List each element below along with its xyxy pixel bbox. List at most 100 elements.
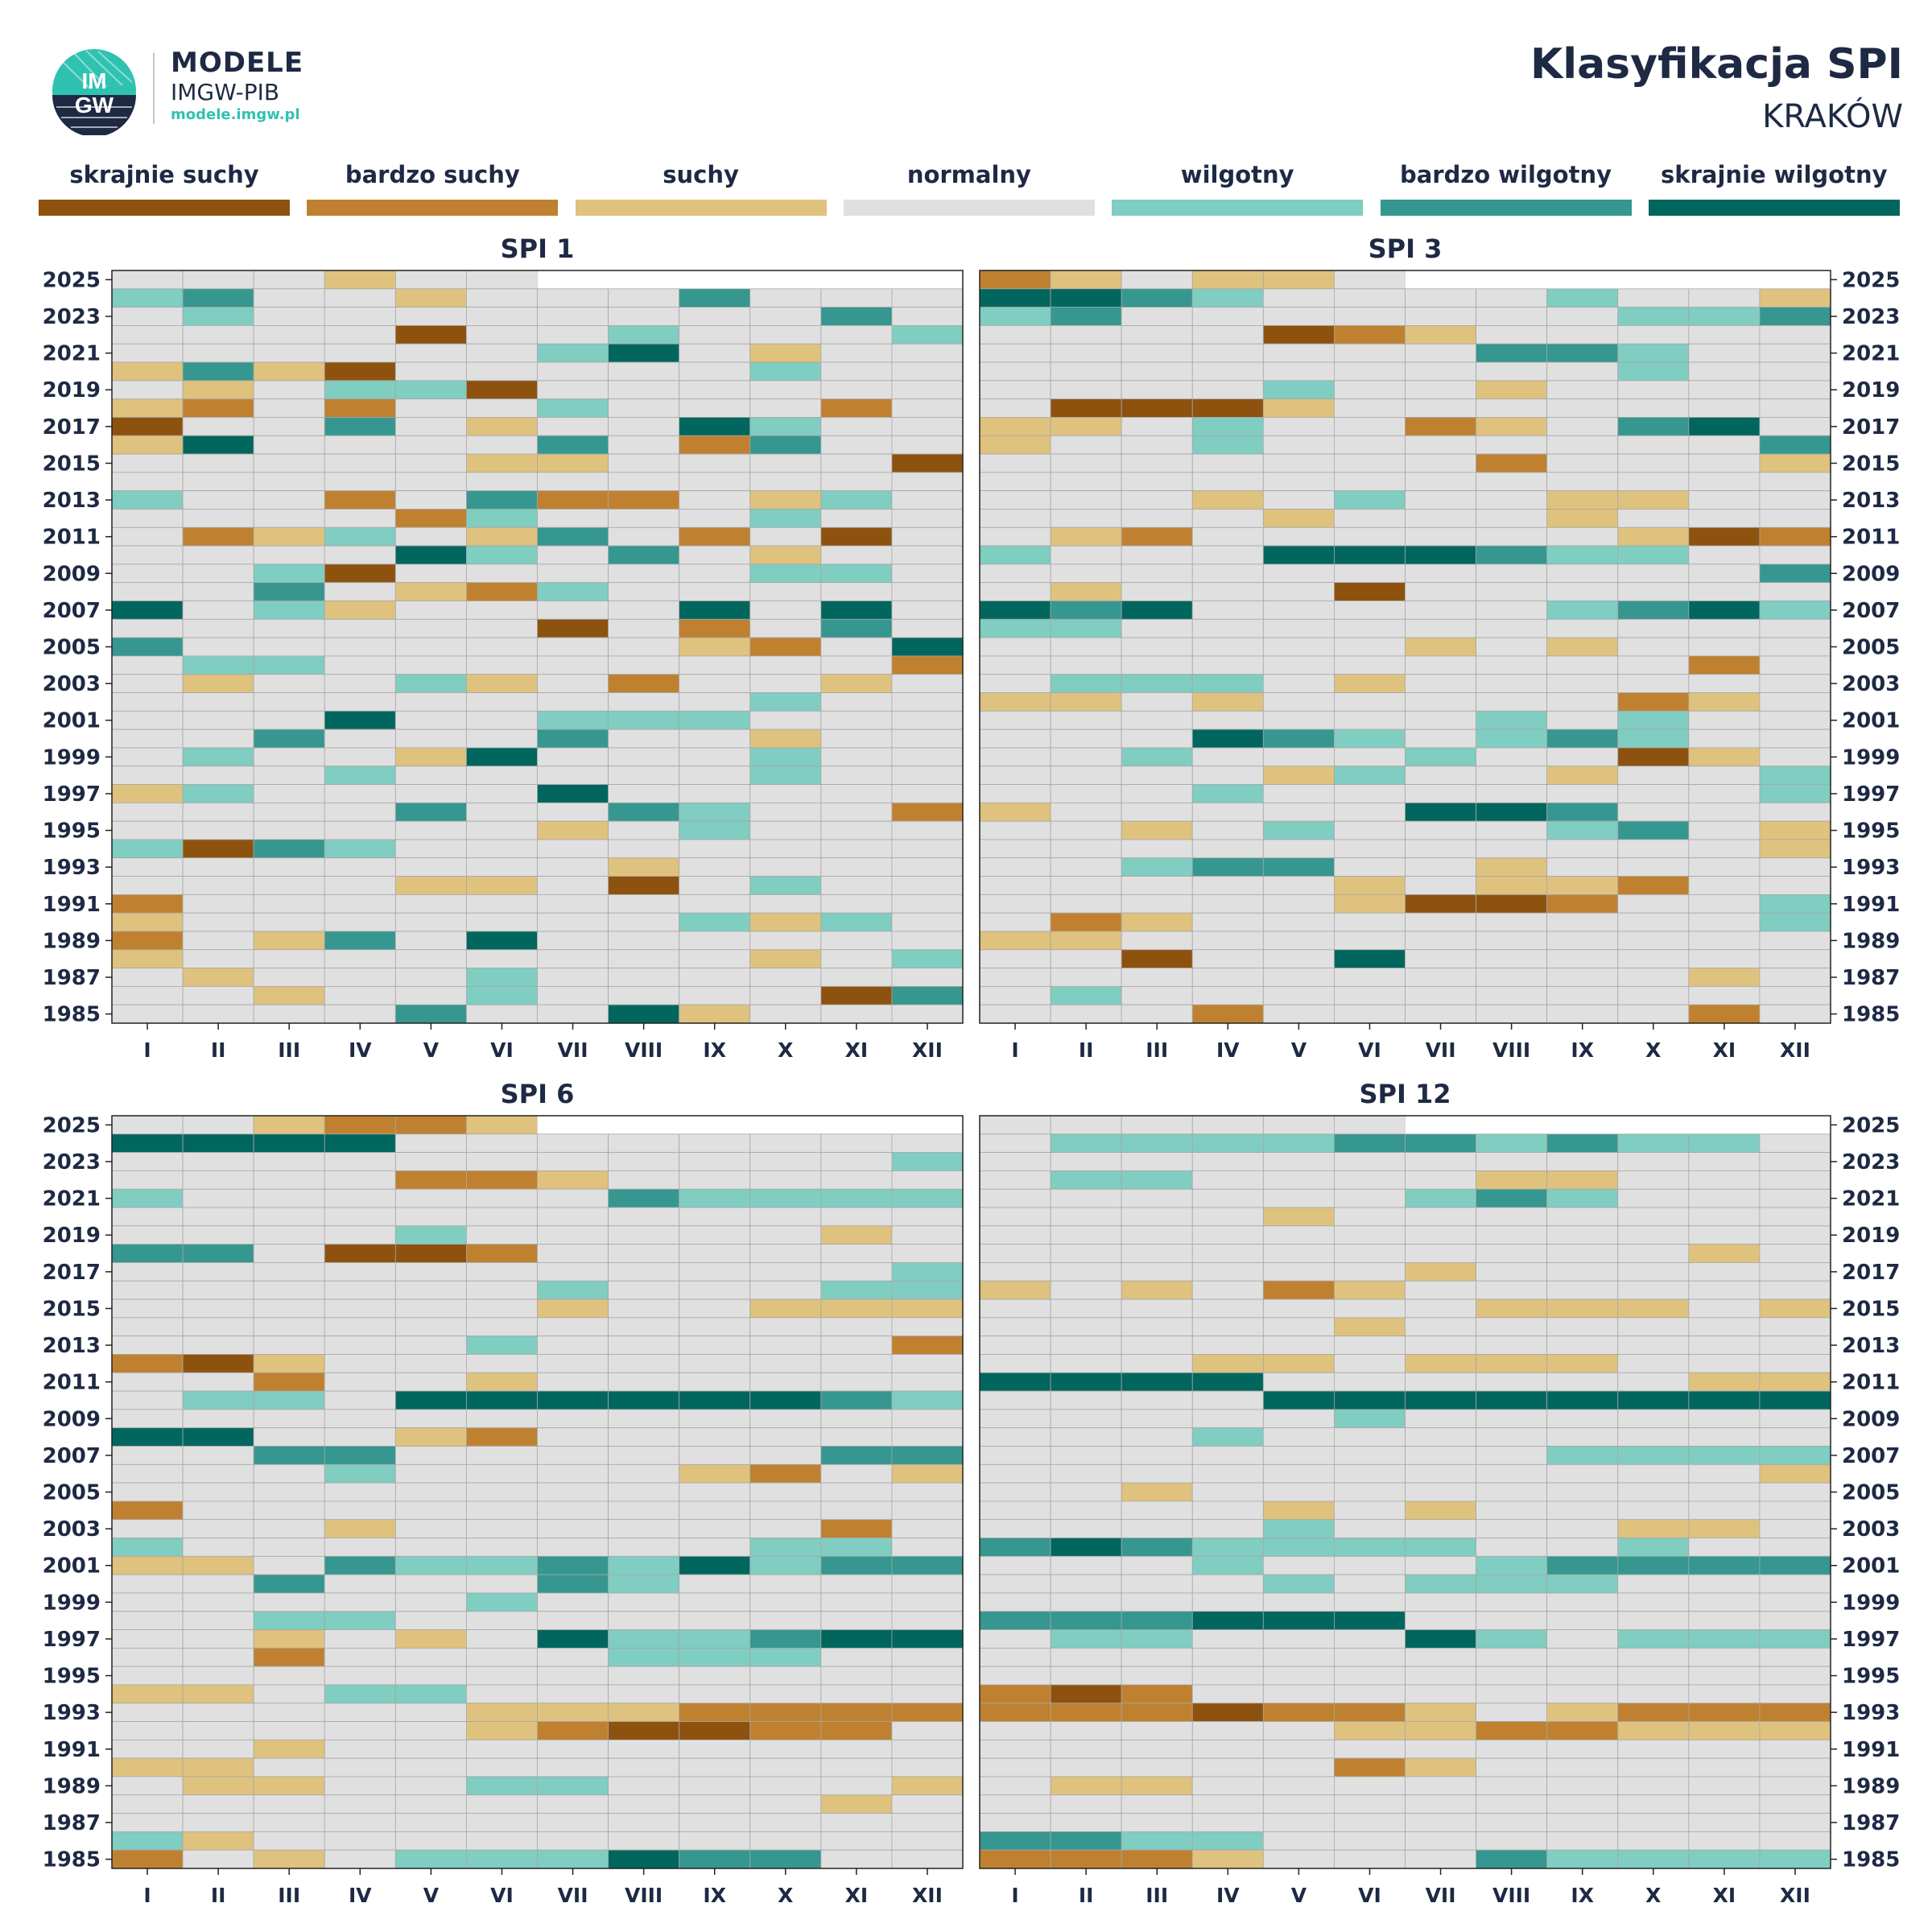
heatmap-cell [679, 1684, 751, 1704]
heatmap-cell [324, 288, 396, 308]
heatmap-cell [1546, 1574, 1619, 1594]
heatmap-cell [1191, 380, 1264, 400]
heatmap-cell [1334, 509, 1406, 528]
heatmap-cell [111, 618, 184, 638]
heatmap-cell [111, 435, 184, 455]
heatmap-cell [1476, 1390, 1548, 1410]
heatmap-cell [466, 1538, 538, 1557]
heatmap-cell [1546, 674, 1619, 693]
heatmap-cell [608, 325, 680, 345]
heatmap-cell [111, 1133, 184, 1154]
heatmap-cell [1121, 1555, 1193, 1575]
heatmap-cell [1546, 307, 1619, 326]
heatmap-cell [1617, 1170, 1690, 1190]
heatmap-cell [1405, 931, 1476, 951]
heatmap-cell [324, 1207, 396, 1227]
heatmap-cell [891, 710, 964, 730]
heatmap-cell [1334, 1262, 1406, 1282]
heatmap-cell [1191, 710, 1264, 730]
heatmap-cell [1191, 1390, 1264, 1410]
heatmap-cell [608, 985, 680, 1005]
heatmap-cell [1688, 307, 1761, 326]
heatmap-cell [537, 288, 609, 308]
heatmap-cell [1688, 361, 1761, 382]
heatmap-cell [111, 380, 184, 400]
heatmap-cell [1476, 270, 1547, 289]
heatmap-cell [111, 1813, 184, 1832]
heatmap-cell [182, 582, 254, 601]
heatmap-cell [1191, 1519, 1264, 1538]
heatmap-cell [1334, 1757, 1406, 1777]
heatmap-cell [111, 1244, 184, 1263]
heatmap-cell [466, 490, 538, 510]
heatmap-cell [1688, 490, 1761, 510]
y-tick-label: 2023 [1842, 305, 1900, 329]
heatmap-cell [1405, 1225, 1476, 1245]
heatmap-cell [324, 1555, 396, 1575]
heatmap-cell [111, 747, 184, 767]
heatmap-cell [537, 526, 609, 547]
heatmap-cell [1405, 288, 1476, 308]
heatmap-cell [1262, 509, 1335, 528]
heatmap-cell [1759, 601, 1831, 620]
heatmap-cell [324, 912, 396, 932]
heatmap-cell [466, 802, 538, 822]
heatmap-cell [394, 857, 467, 877]
heatmap-cell [820, 1262, 893, 1282]
heatmap-cell [111, 710, 184, 730]
heatmap-cell [1759, 1849, 1831, 1869]
heatmap-cell [979, 1280, 1051, 1300]
heatmap-cell [979, 1849, 1051, 1869]
x-tick-label: III [1146, 1038, 1168, 1062]
heatmap-cell [679, 1703, 751, 1722]
heatmap-cell [1617, 1831, 1690, 1851]
heatmap-cell [1191, 509, 1264, 528]
heatmap-cell [537, 398, 609, 418]
heatmap-cell [111, 343, 184, 363]
heatmap-cell [749, 1390, 822, 1410]
heatmap-cell [1121, 490, 1193, 510]
heatmap-cell [1759, 820, 1831, 840]
heatmap-cell [679, 1794, 751, 1814]
heatmap-cell [608, 601, 680, 620]
heatmap-cell [1405, 1446, 1476, 1465]
heatmap-cell [253, 564, 325, 584]
heatmap-cell [1405, 545, 1476, 565]
heatmap-cell [111, 1372, 184, 1392]
x-tick-label: XI [845, 1884, 869, 1907]
heatmap-cell [891, 802, 964, 822]
heatmap-cell [111, 509, 184, 528]
heatmap-cell [1476, 1739, 1548, 1759]
heatmap-cell [394, 985, 467, 1005]
brand-url[interactable]: modele.imgw.pl [171, 106, 300, 123]
heatmap-cell [1050, 1574, 1122, 1594]
heatmap-cell [1121, 1592, 1193, 1612]
heatmap-cell [608, 949, 680, 968]
heatmap-cell [820, 1555, 893, 1575]
heatmap-cell [1191, 288, 1264, 308]
heatmap-cell [1405, 1794, 1476, 1814]
heatmap-cell [608, 288, 680, 308]
heatmap-cell [820, 307, 893, 326]
heatmap-cell [1546, 1390, 1619, 1410]
heatmap-cell [1546, 618, 1619, 638]
heatmap-cell [1334, 968, 1406, 987]
heatmap-cell [749, 1262, 822, 1282]
heatmap-cell [324, 1629, 396, 1649]
heatmap-cell [608, 618, 680, 638]
heatmap-cell [111, 601, 184, 620]
heatmap-cell [394, 307, 467, 326]
heatmap-cell [1262, 1776, 1335, 1796]
heatmap-cell [1476, 1004, 1548, 1024]
heatmap-cell [1759, 1463, 1831, 1484]
heatmap-cell [1050, 1703, 1122, 1722]
x-tick-label: I [1011, 1038, 1018, 1062]
heatmap-cell [1546, 820, 1619, 840]
heatmap-cell [1334, 1280, 1406, 1300]
heatmap-cell [1262, 1629, 1335, 1649]
heatmap-cell [182, 729, 254, 749]
heatmap-cell [537, 1849, 609, 1869]
x-tick-label: II [1079, 1038, 1094, 1062]
heatmap-cell [111, 1004, 184, 1024]
x-tick-label: VIII [625, 1884, 663, 1907]
